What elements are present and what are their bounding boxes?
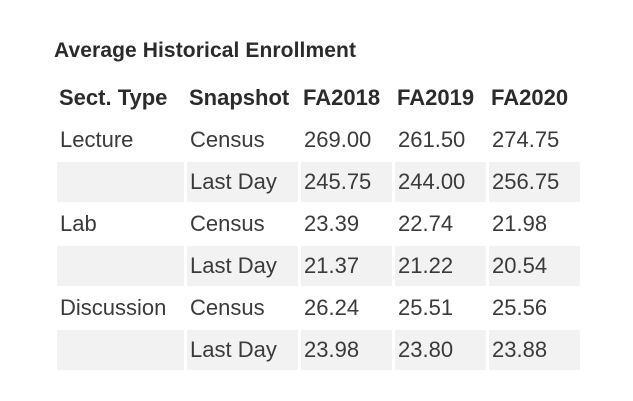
value-cell-fa2020: 20.54: [489, 246, 580, 286]
value-cell-fa2019: 25.51: [398, 295, 454, 320]
table-header-row: Sect. Type Snapshot FA2018 FA2019 FA2020: [57, 78, 580, 118]
snapshot-cell: Census: [190, 211, 265, 236]
value-cell-fa2018: 245.75: [301, 162, 392, 202]
sect-type-cell: [57, 162, 184, 202]
enrollment-table: Sect. Type Snapshot FA2018 FA2019 FA2020…: [54, 76, 583, 372]
value-cell-fa2018: 21.37: [301, 246, 392, 286]
sect-type-cell: Lab: [60, 211, 97, 236]
table-row: Last Day 23.98 23.80 23.88: [57, 330, 580, 370]
snapshot-cell: Census: [190, 295, 265, 320]
sect-type-cell: Discussion: [60, 295, 167, 320]
snapshot-cell: Last Day: [187, 246, 298, 286]
value-cell-fa2020: 25.56: [492, 295, 548, 320]
value-cell-fa2020: 23.88: [489, 330, 580, 370]
snapshot-cell: Last Day: [187, 330, 298, 370]
header-fa2018: FA2018: [303, 85, 381, 110]
table-row: Last Day 245.75 244.00 256.75: [57, 162, 580, 202]
value-cell-fa2018: 23.39: [304, 211, 360, 236]
value-cell-fa2018: 26.24: [304, 295, 360, 320]
table-row: Lab Census 23.39 22.74 21.98: [57, 204, 580, 244]
header-fa2019: FA2019: [397, 85, 475, 110]
value-cell-fa2019: 244.00: [395, 162, 486, 202]
value-cell-fa2020: 256.75: [489, 162, 580, 202]
table-title: Average Historical Enrollment: [54, 39, 357, 62]
value-cell-fa2018: 269.00: [304, 127, 372, 152]
value-cell-fa2020: 274.75: [492, 127, 560, 152]
header-fa2020: FA2020: [491, 85, 569, 110]
sect-type-cell: Lecture: [60, 127, 134, 152]
value-cell-fa2019: 22.74: [398, 211, 454, 236]
value-cell-fa2019: 21.22: [395, 246, 486, 286]
header-sect-type: Sect. Type: [59, 85, 168, 110]
value-cell-fa2018: 23.98: [301, 330, 392, 370]
table-row: Discussion Census 26.24 25.51 25.56: [57, 288, 580, 328]
table-row: Lecture Census 269.00 261.50 274.75: [57, 120, 580, 160]
value-cell-fa2019: 261.50: [398, 127, 466, 152]
value-cell-fa2020: 21.98: [492, 211, 548, 236]
sect-type-cell: [57, 246, 184, 286]
value-cell-fa2019: 23.80: [395, 330, 486, 370]
snapshot-cell: Last Day: [187, 162, 298, 202]
table-row: Last Day 21.37 21.22 20.54: [57, 246, 580, 286]
snapshot-cell: Census: [190, 127, 265, 152]
header-snapshot: Snapshot: [189, 85, 290, 110]
sect-type-cell: [57, 330, 184, 370]
